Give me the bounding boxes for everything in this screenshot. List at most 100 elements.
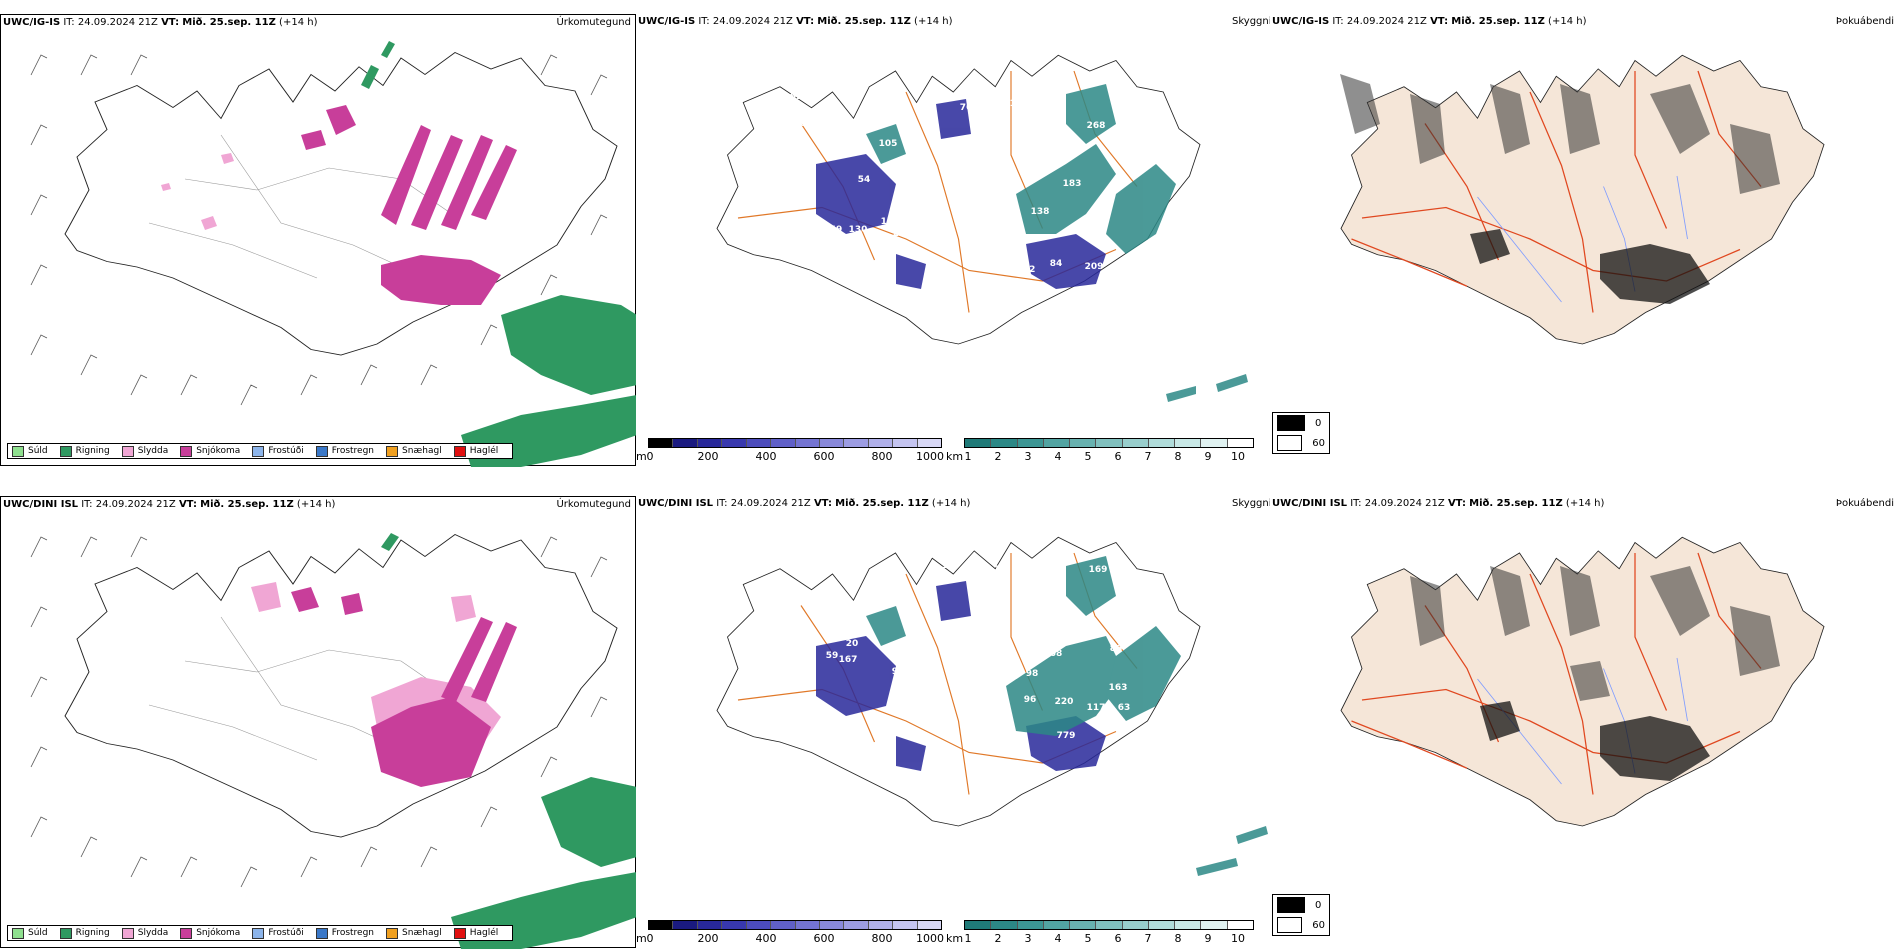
legend-item-snow: Snjókoma <box>180 445 240 457</box>
visibility-unit: km <box>946 932 964 945</box>
svg-text:183: 183 <box>1063 179 1082 189</box>
svg-text:54: 54 <box>876 265 889 275</box>
visibility-tick: 5 <box>1084 450 1092 463</box>
svg-text:59: 59 <box>826 651 839 661</box>
legend-item-rain: Rigning <box>59 927 110 939</box>
visibility-tick: 10 <box>1231 932 1245 945</box>
ceiling-unit: m <box>636 450 647 463</box>
panel-title: Úrkomutegund <box>556 499 631 510</box>
fog-legend-top: 0 60 <box>1272 412 1330 454</box>
visibility-tick: 9 <box>1204 932 1212 945</box>
visibility-tick: 2 <box>994 932 1002 945</box>
fog-indicator-map <box>1340 536 1825 827</box>
visibility-panel-bottom: 12 15 169 74 29 20 105 94 199 59 167 68 … <box>636 496 1272 948</box>
svg-text:68: 68 <box>1050 649 1063 659</box>
svg-text:09: 09 <box>800 119 813 129</box>
svg-text:87: 87 <box>1124 263 1137 273</box>
ceiling-colorbar: m 0 200 400 600 800 1000 <box>636 438 946 463</box>
svg-text:12: 12 <box>942 561 955 571</box>
valid-time-label: VT: <box>1430 16 1449 27</box>
fog-core <box>1480 701 1710 781</box>
svg-text:175: 175 <box>881 217 900 227</box>
visibility-panel-top: 69 09 105 76 18 268 46 63 165 99 183 54 … <box>636 14 1272 466</box>
visibility-tick: 1 <box>964 932 972 945</box>
ceiling-tick: 0 <box>646 450 654 463</box>
svg-text:278: 278 <box>893 229 912 239</box>
valid-time-label: VT: <box>161 17 180 28</box>
ceiling-tick: 200 <box>697 932 719 945</box>
visibility-unit: km <box>946 450 964 463</box>
svg-text:167: 167 <box>839 655 858 665</box>
ceiling-unit: m <box>636 932 647 945</box>
visibility-tick: 3 <box>1024 932 1032 945</box>
legend-item-freezing-drizzle: Frostúði <box>252 927 304 939</box>
valid-time: Mið. 25.sep. 11Z <box>1451 16 1545 27</box>
legend-item-freezing-drizzle: Frostúði <box>252 445 304 457</box>
svg-text:779: 779 <box>1057 731 1076 741</box>
valid-time: Mið. 25.sep. 11Z <box>1469 498 1563 509</box>
model-name: UWC/DINI ISL <box>638 498 714 509</box>
svg-text:73: 73 <box>846 271 859 281</box>
visibility-colorbar: km 1 2 3 4 5 6 7 8 9 10 <box>946 438 1256 463</box>
fog-panel-top: UWC/IG-IS IT: 24.09.2024 21Z VT: Mið. 25… <box>1270 14 1898 466</box>
svg-text:117: 117 <box>1087 703 1106 713</box>
visibility-map: 12 15 169 74 29 20 105 94 199 59 167 68 … <box>716 536 1268 876</box>
visibility-tick: 7 <box>1144 450 1152 463</box>
legend-item-freezing-rain: Frostregn <box>315 445 374 457</box>
visibility-tick: 7 <box>1144 932 1152 945</box>
legend-item-hail: Haglél <box>453 445 498 457</box>
fog-shading <box>1410 566 1780 701</box>
svg-text:199: 199 <box>1137 617 1156 627</box>
visibility-tick: 6 <box>1114 450 1122 463</box>
visibility-title: Skyggni <box>1232 498 1272 509</box>
low-visibility-areas <box>866 84 1248 402</box>
panel-title: Þokuábendi <box>1835 498 1894 509</box>
svg-text:74: 74 <box>886 591 899 601</box>
panel-header: UWC/IG-IS IT: 24.09.2024 21Z VT: Mið. 25… <box>1272 16 1586 27</box>
svg-text:132: 132 <box>1017 265 1036 275</box>
ceiling-tick: 200 <box>697 450 719 463</box>
ceiling-tick: 400 <box>755 932 777 945</box>
model-name: UWC/IG-IS <box>1272 16 1330 27</box>
legend-item-snow-grains: Snæhagl <box>386 927 442 939</box>
svg-text:15: 15 <box>994 565 1007 575</box>
visibility-tick: 3 <box>1024 450 1032 463</box>
svg-text:15: 15 <box>1010 233 1023 243</box>
visibility-tick: 1 <box>964 450 972 463</box>
valid-time: Mið. 25.sep. 11Z <box>817 16 911 27</box>
sleet-areas <box>161 153 234 230</box>
fog-panel-bottom: UWC/DINI ISL IT: 24.09.2024 21Z VT: Mið.… <box>1270 496 1898 948</box>
lead-time: (+14 h) <box>1565 498 1605 509</box>
fog-core <box>1470 229 1710 304</box>
svg-text:63: 63 <box>1118 703 1131 713</box>
visibility-title: Skyggni <box>1232 16 1272 27</box>
visibility-value-labels: 69 09 105 76 18 268 46 63 165 99 183 54 … <box>790 92 1137 389</box>
lead-time: (+14 h) <box>914 16 953 27</box>
svg-text:49: 49 <box>830 225 843 235</box>
init-time: IT: 24.09.2024 21Z <box>698 16 793 27</box>
model-name: UWC/IG-IS <box>638 16 696 27</box>
ceiling-tick: 1000 <box>916 932 944 945</box>
ceiling-tick: 1000 <box>916 450 944 463</box>
ceiling-colorbar: m 0 200 400 600 800 1000 <box>636 920 946 945</box>
panel-header: UWC/IG-IS IT: 24.09.2024 21Z VT: Mið. 25… <box>3 17 317 28</box>
svg-text:96: 96 <box>1024 695 1037 705</box>
valid-time: Mið. 25.sep. 11Z <box>200 499 294 510</box>
init-time: IT: 24.09.2024 21Z <box>716 498 811 509</box>
lead-time: (+14 h) <box>931 498 971 509</box>
valid-time: Mið. 25.sep. 11Z <box>835 498 929 509</box>
svg-text:568: 568 <box>1059 297 1078 307</box>
legend-item-snow-grains: Snæhagl <box>386 445 442 457</box>
ceiling-tick: 0 <box>646 932 654 945</box>
precip-legend: Súld Rigning Slydda Snjókoma Frostúði Fr… <box>7 443 514 459</box>
low-ceiling-areas <box>816 99 1106 289</box>
svg-text:138: 138 <box>1031 207 1050 217</box>
visibility-tick: 10 <box>1231 450 1245 463</box>
svg-text:99: 99 <box>1040 165 1053 175</box>
ceiling-tick: 400 <box>755 450 777 463</box>
low-visibility-areas <box>866 556 1268 876</box>
svg-text:85: 85 <box>998 249 1011 259</box>
precip-type-panel-bottom: UWC/DINI ISL IT: 24.09.2024 21Z VT: Mið.… <box>0 496 637 949</box>
valid-time-label: VT: <box>813 498 832 509</box>
svg-text:90: 90 <box>892 667 905 677</box>
